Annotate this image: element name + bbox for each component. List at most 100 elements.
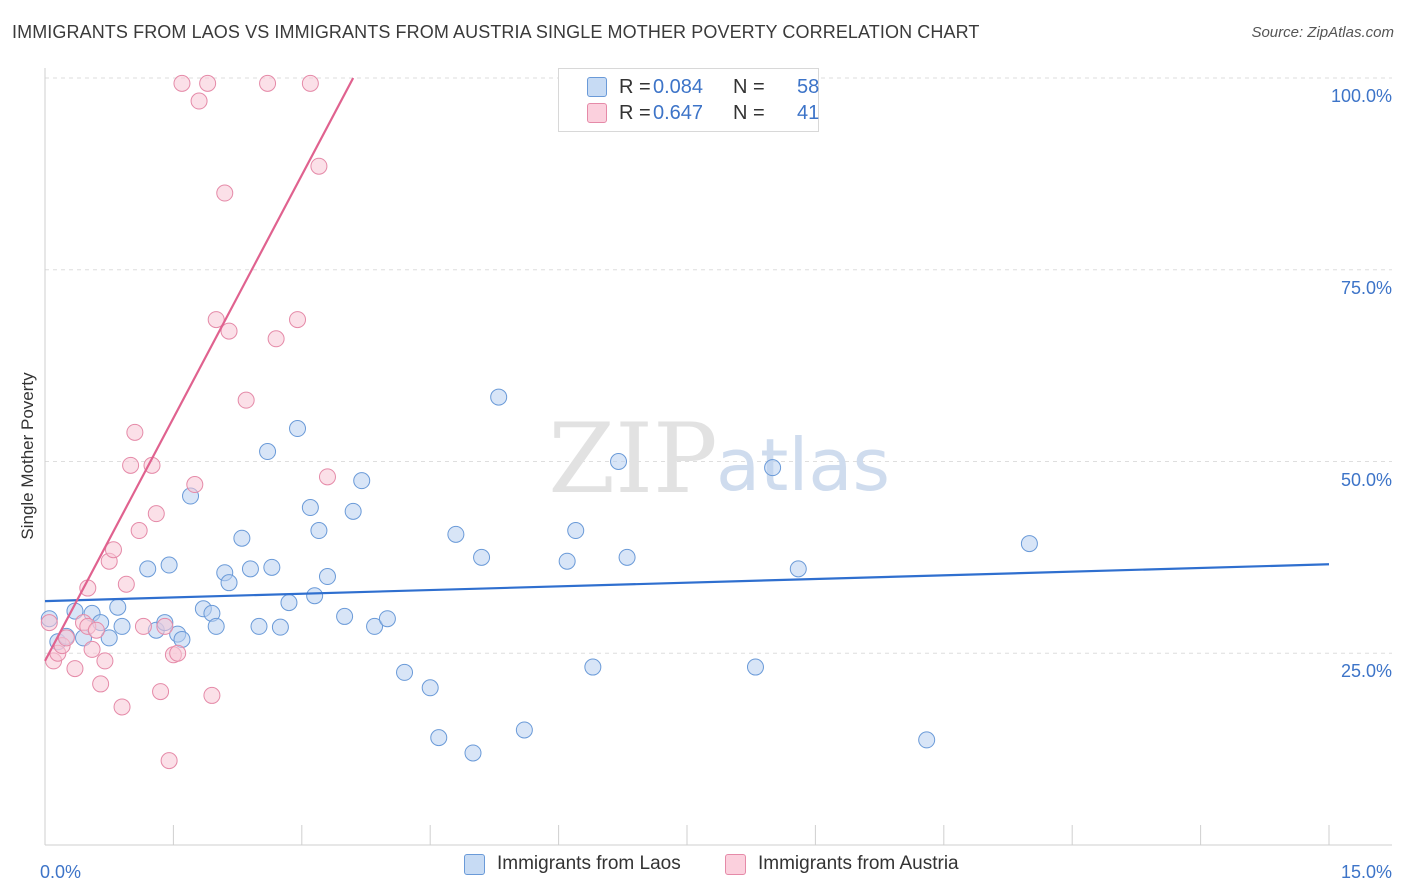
laos-point-37 xyxy=(366,617,384,635)
austria-point-0 xyxy=(40,614,58,632)
laos-point-49 xyxy=(584,658,602,676)
laos-point-27 xyxy=(271,618,289,636)
laos-point-19 xyxy=(207,617,225,635)
y-axis-label: Single Mother Poverty xyxy=(18,372,37,540)
austria-point-20 xyxy=(134,617,152,635)
austria-point-29 xyxy=(186,476,204,494)
laos-point-8 xyxy=(109,598,127,616)
austria-point-31 xyxy=(199,74,217,92)
austria-point-34 xyxy=(216,184,234,202)
laos-point-47 xyxy=(558,552,576,570)
laos-point-32 xyxy=(310,522,328,540)
laos-point-36 xyxy=(353,472,371,490)
austria-point-36 xyxy=(237,391,255,409)
laos-point-53 xyxy=(764,459,782,477)
laos-point-25 xyxy=(259,443,277,461)
austria-point-22 xyxy=(147,505,165,523)
austria-point-9 xyxy=(83,640,101,658)
trend-lines xyxy=(44,77,1330,662)
laos-point-22 xyxy=(233,529,251,547)
x-tick-label-max: 15.0% xyxy=(1340,862,1392,882)
austria-point-25 xyxy=(160,752,178,770)
austria-point-24 xyxy=(156,617,174,635)
laos-point-34 xyxy=(336,607,354,625)
laos-point-28 xyxy=(280,594,298,612)
correlation-legend: R = 0.084 N = 58 R = 0.647 N = 41 xyxy=(558,68,819,132)
laos-r-label: R = xyxy=(619,75,651,98)
laos-point-9 xyxy=(113,617,131,635)
austria-r-label: R = xyxy=(619,101,651,124)
y-tick-label-100: 100.0% xyxy=(1330,86,1392,106)
austria-point-17 xyxy=(122,456,140,474)
austria-point-27 xyxy=(169,644,187,662)
watermark-zip: ZIP xyxy=(548,403,717,515)
laos-point-52 xyxy=(746,658,764,676)
austria-point-28 xyxy=(173,74,191,92)
laos-point-42 xyxy=(447,525,465,543)
austria-point-32 xyxy=(203,686,221,704)
laos-point-50 xyxy=(610,453,628,470)
austria-point-19 xyxy=(130,522,148,540)
laos-point-46 xyxy=(515,721,533,739)
austria-trend-line xyxy=(44,77,355,662)
austria-point-38 xyxy=(267,330,285,348)
austria-r-value: 0.647 xyxy=(653,101,704,124)
austria-point-37 xyxy=(259,74,277,92)
laos-point-43 xyxy=(464,744,482,762)
austria-point-14 xyxy=(104,541,122,559)
bottom-legend-laos: Immigrants from Laos xyxy=(464,852,681,876)
austria-n-label: N = xyxy=(733,101,765,124)
laos-point-45 xyxy=(490,388,508,406)
y-tick-label-75: 75.0% xyxy=(1340,277,1392,298)
laos-point-31 xyxy=(306,587,324,605)
laos-point-40 xyxy=(421,679,439,697)
austria-point-18 xyxy=(126,423,144,441)
laos-point-26 xyxy=(263,558,281,576)
austria-point-42 xyxy=(318,468,336,486)
laos-point-54 xyxy=(789,560,807,578)
y-tick-label-25: 25.0% xyxy=(1340,661,1392,682)
laos-n-value: 58 xyxy=(797,75,820,98)
laos-point-7 xyxy=(100,629,118,647)
bottom-legend-austria-label: Immigrants from Austria xyxy=(758,853,959,874)
austria-point-39 xyxy=(289,311,307,329)
austria-point-11 xyxy=(92,675,110,693)
bottom-legend-austria: Immigrants from Austria xyxy=(725,852,959,876)
watermark-atlas: atlas xyxy=(716,423,890,507)
austria-n-value: 41 xyxy=(797,101,820,124)
laos-point-13 xyxy=(160,556,178,574)
bottom-legend-austria-swatch xyxy=(725,853,746,875)
laos-point-55 xyxy=(918,731,936,749)
laos-swatch xyxy=(587,77,607,97)
x-tick-label-min: 0.0% xyxy=(40,862,82,882)
laos-point-30 xyxy=(301,499,319,517)
source-credit: Source: ZipAtlas.com xyxy=(1251,24,1394,41)
laos-point-39 xyxy=(396,663,414,681)
austria-point-16 xyxy=(117,575,135,593)
chart-title: IMMIGRANTS FROM LAOS VS IMMIGRANTS FROM … xyxy=(12,22,980,42)
austria-point-23 xyxy=(152,683,170,701)
austria-point-12 xyxy=(96,652,114,670)
laos-point-41 xyxy=(430,729,448,747)
laos-point-56 xyxy=(1020,535,1038,553)
axes xyxy=(44,68,1392,846)
laos-point-48 xyxy=(567,522,585,540)
laos-n-label: N = xyxy=(733,75,765,98)
bottom-legend-laos-swatch xyxy=(464,853,485,875)
laos-point-33 xyxy=(318,568,336,586)
austria-point-10 xyxy=(87,621,105,639)
laos-point-38 xyxy=(378,610,396,628)
laos-point-29 xyxy=(289,420,307,438)
laos-point-23 xyxy=(241,560,259,578)
austria-point-15 xyxy=(113,698,131,716)
y-tick-label-50: 50.0% xyxy=(1340,469,1392,490)
austria-point-41 xyxy=(310,157,328,175)
laos-point-24 xyxy=(250,617,268,635)
laos-point-51 xyxy=(618,548,636,566)
austria-point-7 xyxy=(79,579,97,597)
laos-r-value: 0.084 xyxy=(653,75,704,98)
watermark: ZIP atlas xyxy=(548,403,890,515)
austria-swatch xyxy=(587,103,607,123)
laos-point-35 xyxy=(344,502,362,520)
